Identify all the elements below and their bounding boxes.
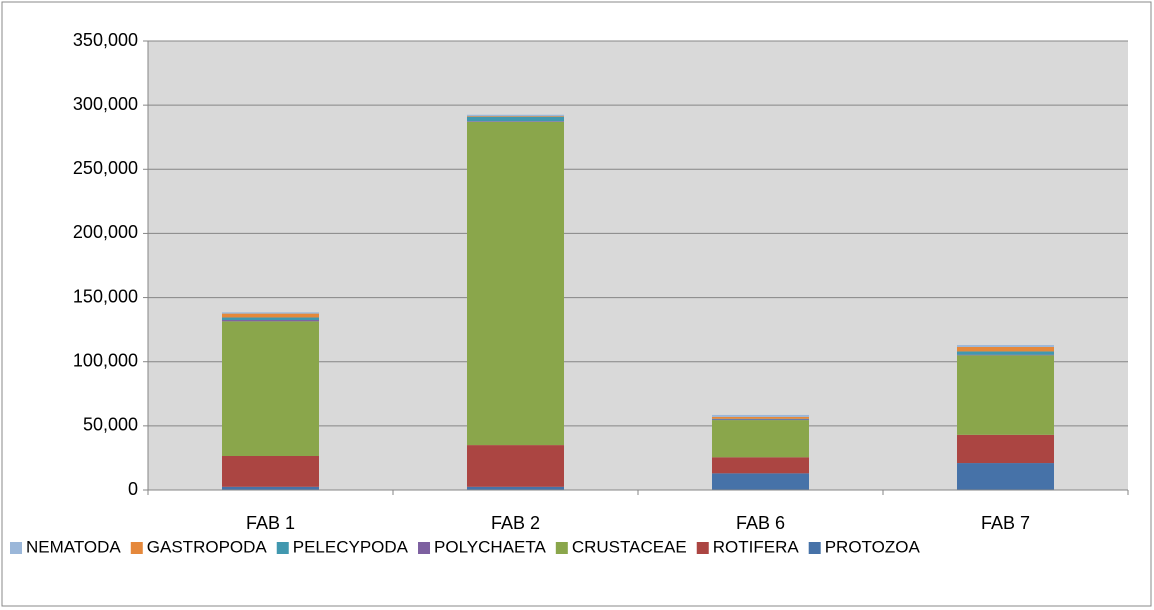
legend-label: CRUSTACEAE: [572, 537, 687, 556]
bar-segment: [712, 473, 809, 490]
x-tick-label: FAB 6: [736, 513, 785, 533]
y-tick-label: 250,000: [73, 158, 138, 178]
legend-label: GASTROPODA: [147, 537, 268, 556]
legend-label: POLYCHAETA: [434, 537, 546, 556]
bar-segment: [467, 445, 564, 487]
bar-segment: [222, 313, 319, 318]
bar-segment: [467, 116, 564, 117]
legend-swatch: [130, 542, 143, 554]
bar-segment: [712, 416, 809, 419]
bar-segment: [957, 346, 1054, 352]
legend-swatch: [418, 542, 431, 554]
bar-segment: [712, 457, 809, 474]
bar-segment: [957, 463, 1054, 490]
y-tick-label: 200,000: [73, 222, 138, 242]
bar-segment: [467, 486, 564, 490]
bar-segment: [222, 317, 319, 321]
x-tick-label: FAB 2: [491, 513, 540, 533]
bar-segment: [957, 345, 1054, 347]
legend-label: NEMATODA: [26, 537, 121, 556]
bar-segment: [222, 312, 319, 314]
y-tick-label: 350,000: [73, 30, 138, 50]
legend-swatch: [10, 542, 22, 554]
legend-label: ROTIFERA: [713, 537, 800, 556]
legend-swatch: [696, 542, 709, 554]
y-tick-label: 150,000: [73, 286, 138, 306]
bar-segment: [957, 355, 1054, 435]
bar-segment: [712, 420, 809, 458]
bar-segment: [957, 351, 1054, 355]
legend-swatch: [555, 542, 568, 554]
bar-segment: [222, 320, 319, 322]
legend-swatch: [276, 542, 289, 554]
x-tick-label: FAB 1: [246, 513, 295, 533]
bar-segment: [467, 121, 564, 446]
y-tick-label: 100,000: [73, 350, 138, 370]
bar-segment: [712, 418, 809, 420]
bar-segment: [222, 456, 319, 487]
y-tick-label: 0: [128, 479, 138, 499]
y-tick-label: 300,000: [73, 94, 138, 114]
bar-segment: [467, 121, 564, 122]
bar-segment: [467, 114, 564, 117]
bar-segment: [222, 486, 319, 490]
legend: NEMATODA GASTROPODA PELECYPODA POLYCHAETA CR…: [10, 537, 920, 556]
bar-segment: [712, 414, 809, 417]
bar-segment: [712, 419, 809, 421]
bar-segment: [222, 321, 319, 457]
bar-segment: [957, 354, 1054, 356]
bar-segment: [467, 116, 564, 122]
y-tick-label: 50,000: [83, 415, 138, 435]
legend-label: PELECYPODA: [293, 537, 409, 556]
legend-label: PROTOZOA: [825, 537, 921, 556]
bar-segment: [957, 434, 1054, 464]
legend-swatch: [808, 542, 821, 554]
x-tick-label: FAB 7: [981, 513, 1030, 533]
